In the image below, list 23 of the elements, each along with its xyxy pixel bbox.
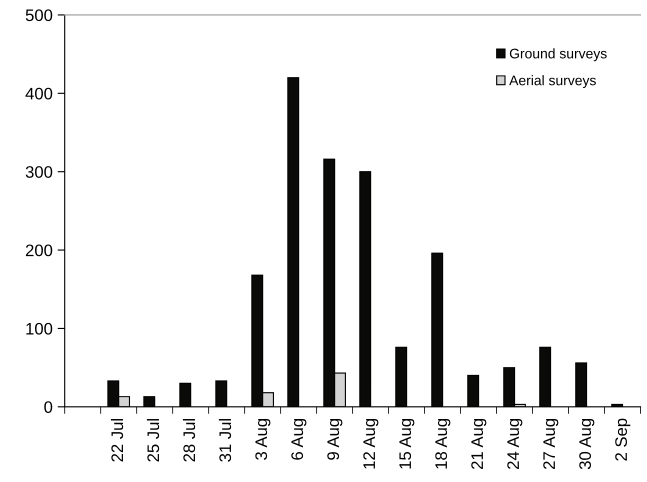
- x-tick-label: 2 Sep: [615, 418, 630, 461]
- x-tick-label: 25 Jul: [146, 419, 160, 462]
- x-tick-label: 9 Aug: [327, 418, 342, 460]
- x-tick-label: 22 Jul: [110, 419, 124, 462]
- x-tick-label: 30 Aug: [579, 418, 594, 470]
- x-tick-label: 15 Aug: [399, 418, 414, 469]
- y-tick-label: 400: [25, 88, 52, 100]
- x-tick-label: 27 Aug: [543, 418, 558, 469]
- x-tick-label: 28 Jul: [182, 419, 196, 462]
- y-tick-label: 0: [44, 401, 52, 414]
- x-tick-label: 24 Aug: [507, 418, 522, 469]
- x-tick-label: 31 Jul: [218, 419, 232, 462]
- x-tick-label: 6 Aug: [291, 418, 306, 460]
- x-tick-label: 12 Aug: [363, 418, 378, 469]
- legend-label: Aerial surveys: [509, 75, 596, 88]
- x-tick-label: 21 Aug: [471, 418, 486, 469]
- x-tick-label: 18 Aug: [435, 418, 450, 469]
- y-tick-label: 500: [26, 9, 52, 22]
- y-tick-label: 300: [26, 166, 52, 178]
- y-tick-label: 200: [26, 244, 52, 256]
- x-tick-label: 3 Aug: [255, 418, 270, 460]
- y-tick-label: 100: [26, 322, 52, 335]
- legend-label: Ground surveys: [510, 48, 607, 62]
